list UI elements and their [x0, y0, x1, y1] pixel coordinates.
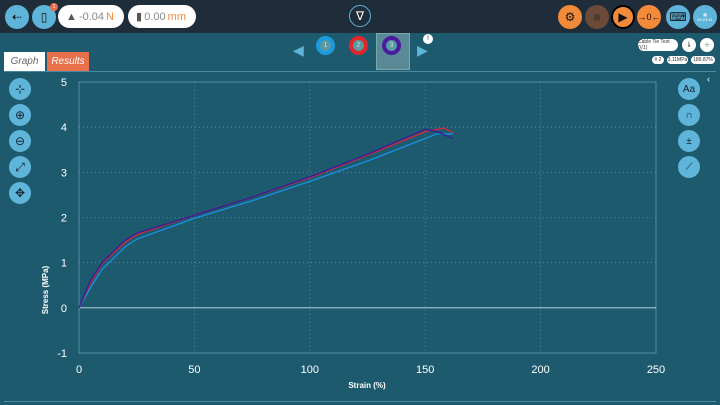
tab-results[interactable]: Results: [47, 52, 89, 71]
zoom-out-icon[interactable]: ⊖: [9, 130, 31, 152]
stress-value: 3.11MPa: [667, 56, 688, 64]
series-line-3: [78, 133, 453, 309]
y-tick-label: 2: [61, 213, 67, 225]
position-unit: mm: [167, 10, 186, 23]
force-unit: N: [106, 10, 114, 23]
sample-3[interactable]: 3: [382, 36, 401, 55]
thermometer-icon[interactable]: 🌡: [682, 38, 696, 52]
divide-icon[interactable]: ÷: [700, 38, 714, 52]
next-sample-arrow[interactable]: ▶: [417, 42, 428, 58]
strain-value: 189.87%: [691, 56, 715, 64]
usb-drive-icon[interactable]: ▯ 1: [32, 3, 58, 29]
y-tick-label: 1: [61, 258, 67, 270]
y-tick-label: -1: [57, 348, 67, 360]
calculator-icon[interactable]: ±: [678, 130, 700, 152]
stop-icon[interactable]: ■: [585, 5, 609, 29]
position-value: 0.00: [144, 10, 166, 23]
play-icon[interactable]: ▶: [611, 5, 635, 29]
axis-select-icon[interactable]: ⊹: [9, 78, 31, 100]
bottom-border: [4, 401, 716, 402]
sample-number: # 2: [652, 56, 664, 64]
settings-gear-icon[interactable]: ⚙: [558, 5, 582, 29]
test-name[interactable]: Cable Tie Test (V1): [638, 39, 678, 51]
sample-2[interactable]: 2: [349, 36, 368, 55]
clock-text: 09:23:41: [697, 17, 713, 22]
info-badge[interactable]: !: [423, 34, 433, 44]
force-value: -0.04: [78, 10, 105, 23]
sample-1[interactable]: 1: [316, 36, 335, 55]
x-tick-label: 0: [76, 364, 82, 376]
x-tick-label: 150: [416, 364, 434, 376]
force-readout: ▲ -0.04 N: [58, 5, 124, 28]
ruler-icon: ▮: [136, 11, 143, 23]
y-tick-label: 4: [61, 122, 67, 134]
zoom-in-icon[interactable]: ⊕: [9, 104, 31, 126]
y-tick-label: 0: [61, 303, 67, 315]
x-tick-label: 50: [188, 364, 200, 376]
logo-icon: ∇: [349, 5, 371, 27]
x-tick-label: 250: [647, 364, 665, 376]
stress-strain-chart[interactable]: 0 50 100 150 200 250 -1 0 1 2 3 4 5 Strain (%) Stres…: [0, 72, 720, 405]
divider: [4, 71, 716, 72]
exit-icon[interactable]: ⇠: [5, 5, 29, 29]
y-axis-label: Stress (MPa): [41, 265, 50, 314]
collapse-arrow[interactable]: ‹: [707, 74, 710, 84]
tab-graph[interactable]: Graph: [4, 52, 45, 71]
curve-fit-icon[interactable]: ∩: [678, 104, 700, 126]
x-tick-label: 200: [531, 364, 549, 376]
fit-icon[interactable]: ⤢: [9, 156, 31, 178]
x-axis-label: Strain (%): [348, 381, 386, 390]
y-tick-label: 5: [61, 77, 67, 89]
x-tick-label: 100: [301, 364, 319, 376]
keyboard-icon[interactable]: ⌨: [666, 5, 690, 29]
calendar-icon[interactable]: ▦ 09:23:41: [693, 5, 717, 29]
y-tick-label: 3: [61, 167, 67, 179]
zero-icon[interactable]: →0←: [637, 5, 661, 29]
usb-badge: 1: [50, 3, 58, 11]
series-line-1: [78, 128, 454, 309]
prev-sample-arrow[interactable]: ◀: [293, 42, 304, 58]
top-toolbar: ⇠ ▯ 1 ▲ -0.04 N ▮ 0.00 mm ∇ ⚙ ■ ▶ →0← ⌨ ▦ 0…: [0, 0, 720, 33]
annotate-icon[interactable]: Aa: [678, 78, 700, 100]
series-line-2: [78, 127, 454, 309]
position-readout: ▮ 0.00 mm: [128, 5, 196, 28]
pan-icon[interactable]: ✥: [9, 182, 31, 204]
line-tool-icon[interactable]: ⟋: [678, 156, 700, 178]
weight-icon: ▲: [66, 10, 77, 23]
